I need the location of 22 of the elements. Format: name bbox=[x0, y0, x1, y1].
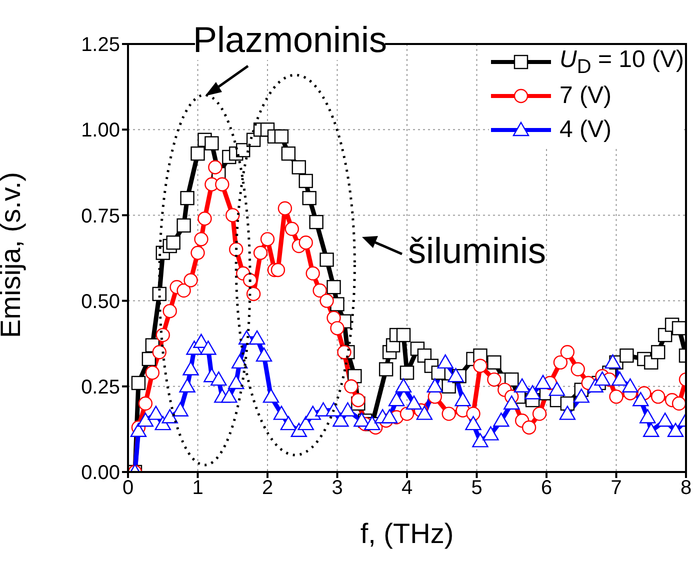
x-tick-label: 2 bbox=[262, 477, 274, 500]
legend-label: 4 (V) bbox=[559, 116, 612, 143]
x-tick-label: 1 bbox=[192, 477, 204, 500]
x-tick-label: 7 bbox=[610, 477, 622, 500]
x-tick-label: 3 bbox=[332, 477, 343, 500]
x-tick-label: 0 bbox=[122, 477, 134, 500]
annotation: Plazmoninis bbox=[192, 19, 388, 60]
x-tick-label: 5 bbox=[471, 477, 482, 500]
legend-label: U$_{D}$ = 10 (V) bbox=[559, 46, 684, 78]
annotation: šiluminis bbox=[408, 230, 546, 271]
y-axis-title: Emisija, (s.v.) bbox=[0, 172, 26, 338]
y-tick-label: 0.50 bbox=[81, 290, 120, 313]
y-tick-label: 0.25 bbox=[81, 376, 120, 398]
legend-label: 7 (V) bbox=[559, 82, 612, 109]
y-tick-label: 0.00 bbox=[81, 462, 120, 484]
y-tick-label: 1.25 bbox=[81, 34, 120, 56]
x-axis-title: f, (THz) bbox=[360, 518, 454, 549]
x-tick-label: 8 bbox=[680, 477, 692, 500]
x-tick-label: 4 bbox=[401, 477, 413, 500]
y-tick-label: 0.75 bbox=[81, 205, 120, 228]
y-tick-label: 1.00 bbox=[81, 120, 120, 142]
x-tick-label: 6 bbox=[540, 477, 552, 500]
